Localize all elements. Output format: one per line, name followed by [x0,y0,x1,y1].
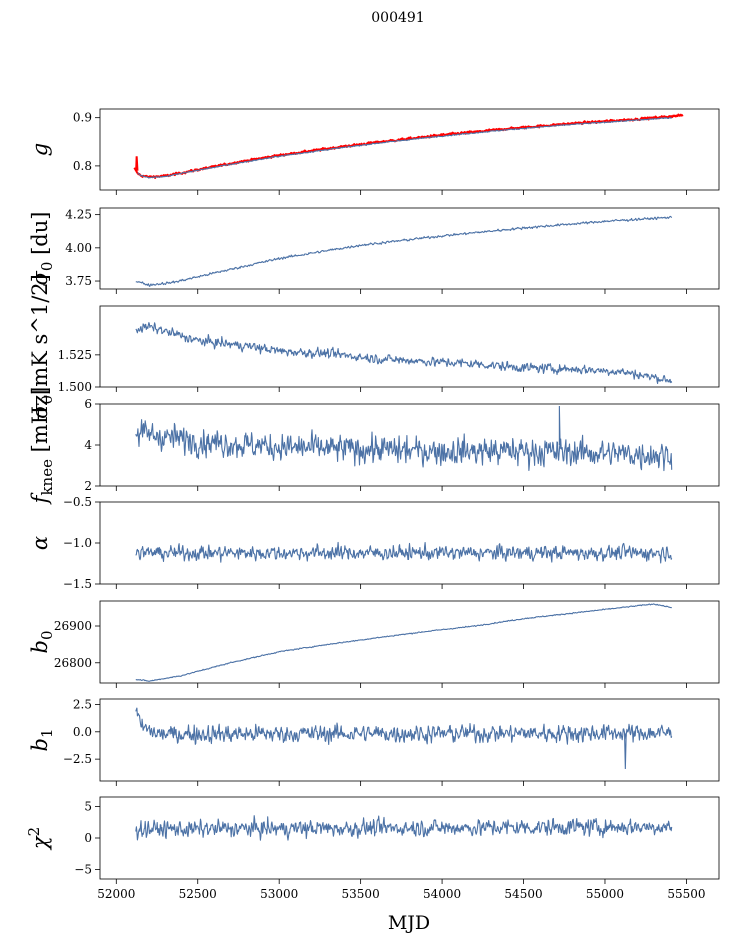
series-g-1 [137,117,673,179]
panel-g: 0.8 0.9 g [28,108,720,195]
ytick-label-sigma0_mk-1: 1.525 [58,348,92,362]
ylabel-sub: knee [38,459,56,496]
ylabel-tail: [du] [28,212,52,262]
axes-frame-fknee [99,403,720,487]
ytick-label-chi2-2: 5 [84,799,92,813]
series-chi2-0 [135,815,673,841]
ytick-label-alpha-0: −1.5 [63,577,92,591]
ytick-label-b0-0: 26800 [54,656,92,670]
axes-frame-sigma0 [99,207,720,290]
ylabel-main: b [28,640,52,653]
ylabel-sigma0_mk: σ0[mK s^1/2] [28,274,56,419]
ytick-label-alpha-2: −0.5 [63,495,92,509]
panel-sigma0: 3.75 4.00 4.25 σ0 [du] [28,207,720,294]
ylabel-g: g [28,143,52,156]
xtick-label-7: 55500 [667,887,705,901]
ylabel-main: f [28,492,52,505]
ytick-label-fknee-1: 4 [84,438,92,452]
x-axis-label: MJD [388,912,430,934]
ylabel-b1: b1 [28,729,56,752]
xtick-label-2: 53000 [260,887,298,901]
ytick-label-chi2-0: −5 [74,863,92,877]
ytick-label-sigma0-1: 4.00 [65,241,92,255]
ytick-label-b0-1: 26900 [54,619,92,633]
ylabel-sub: 0 [38,262,56,272]
ylabel-main: b [28,738,52,751]
xtick-label-4: 54000 [423,887,461,901]
ytick-label-fknee-2: 6 [84,397,92,411]
ylabel-sup: 2 [25,827,43,837]
series-group-sigma0_mk [135,322,673,385]
ylabel-main: g [28,143,52,156]
axes-frame-chi2 [99,796,720,880]
series-group-fknee [135,406,673,472]
ylabel-tail: [mK s^1/2] [28,274,52,395]
ylabel-sigma0: σ0 [du] [28,212,56,286]
ylabel-main: σ [28,404,52,419]
series-group-b0 [135,603,673,682]
ylabel-chi2: χ2 [25,827,52,851]
xtick-label-6: 55000 [586,887,624,901]
panel-chi2: −5 0 5 52000 52500 53000 53500 54000 54500 55000 5… [25,796,720,901]
series-group-g [133,113,684,179]
ylabel-sub: 1 [38,729,56,739]
panel-alpha: −1.5 −1.0 −0.5 α [28,495,720,591]
ytick-label-b1-0: −2.5 [63,752,92,766]
ytick-label-g-0: 0.8 [73,159,92,173]
ytick-label-b1-1: 0.0 [73,725,92,739]
ytick-label-sigma0_mk-0: 1.500 [58,380,92,394]
series-group-sigma0 [135,215,673,287]
series-group-chi2 [135,815,673,841]
series-group-b1 [135,707,673,769]
ytick-label-b1-2: 2.5 [73,697,92,711]
axes-frame-sigma0_mk [99,305,720,388]
series-fknee-0 [135,419,673,472]
panel-b1: −2.5 0.0 2.5 b1 [28,697,720,786]
figure-title: 000491 [371,10,424,26]
series-alpha-0 [135,541,673,564]
ylabel-fknee: fknee [mHz] [28,387,56,506]
ylabel-main: χ [28,835,52,851]
ytick-label-sigma0-2: 4.25 [65,208,92,222]
series-group-alpha [135,541,673,564]
axes-frame-b0 [99,600,720,684]
xtick-label-1: 52500 [179,887,217,901]
series-g-0 [133,113,684,179]
axes-frame-g [99,108,720,191]
series-b1-0 [135,707,673,746]
ylabel-sub: 0 [38,395,56,405]
ylabel-main: σ [28,270,52,285]
ylabel-tail: [mHz] [28,387,52,459]
panel-fknee: 2 4 6 fknee [mHz] [28,387,720,506]
ylabel-sub: 0 [38,631,56,641]
series-sigma0-0 [135,215,673,287]
xtick-label-5: 54500 [504,887,542,901]
series-sigma0_mk-0 [135,322,673,385]
ylabel-alpha: α [28,536,52,550]
series-b0-0 [135,603,673,682]
ylabel-b0: b0 [28,631,56,654]
xtick-label-0: 52000 [97,887,135,901]
g-start-spike [135,156,139,171]
ytick-label-chi2-1: 0 [84,831,92,845]
axes-frame-b1 [99,698,720,782]
ytick-label-g-1: 0.9 [73,111,92,125]
ytick-label-alpha-1: −1.0 [63,536,92,550]
ytick-label-fknee-0: 2 [84,479,92,493]
ytick-label-sigma0-0: 3.75 [65,274,92,288]
ylabel-main: α [28,536,52,550]
xtick-label-3: 53500 [342,887,380,901]
fknee-spike [558,406,561,450]
b1-spike [623,731,627,769]
